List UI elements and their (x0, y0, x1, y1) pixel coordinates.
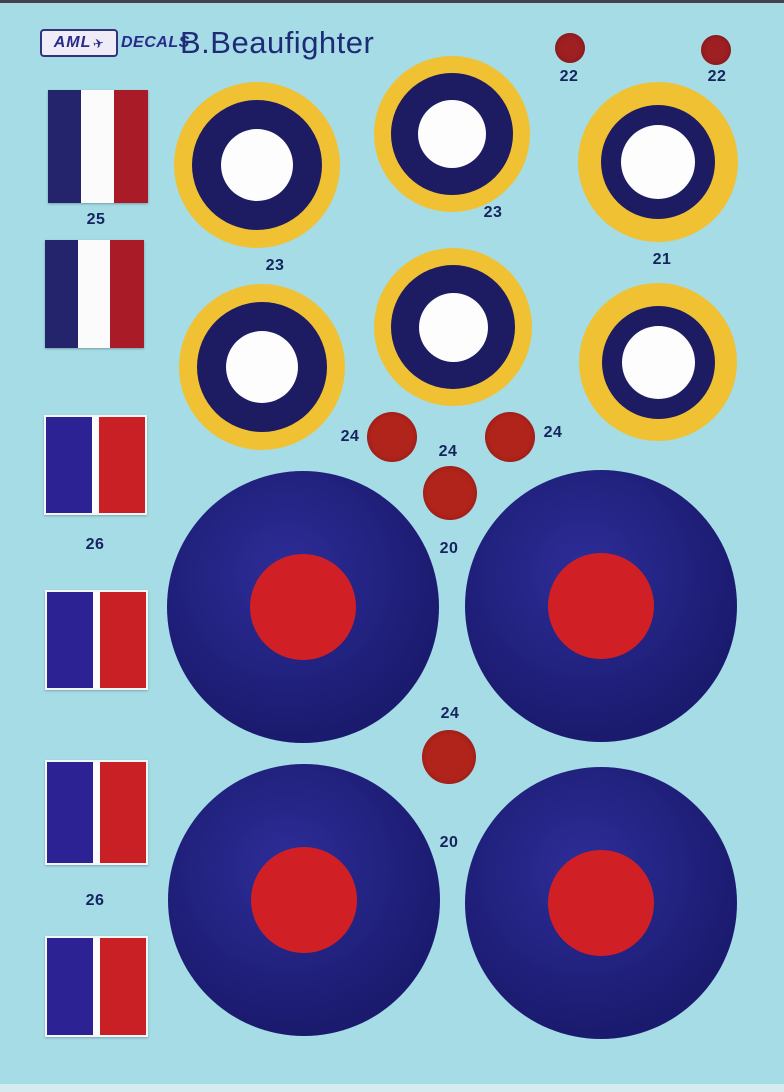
decal-number: 22 (559, 68, 579, 85)
decal-number: 24 (440, 705, 460, 722)
decal-roundel-yellow (174, 82, 340, 248)
flash-blue-stripe (47, 592, 93, 688)
flash-white-stripe (92, 592, 101, 688)
roundel-white-center (621, 325, 695, 399)
flash-red-stripe (100, 938, 146, 1035)
roundel-red-center (548, 553, 654, 659)
decal-dot-24 (422, 730, 476, 784)
roundel-white-center (221, 129, 293, 201)
decal-number: 26 (85, 892, 105, 909)
decal-number: 24 (438, 443, 458, 460)
sheet-bottom-edge (0, 1084, 784, 1092)
aml-logo: AML ✈ (40, 29, 118, 57)
decal-roundel-large (168, 764, 440, 1036)
flash-red-stripe (99, 417, 145, 513)
decal-roundel-large (465, 767, 737, 1039)
decal-number: 20 (439, 540, 459, 557)
decal-fin-flash (44, 415, 147, 515)
decal-number: 21 (652, 251, 672, 268)
decal-number: 23 (483, 204, 503, 221)
decal-flag-tricolor (48, 90, 148, 203)
sheet-title: B.Beaufighter (180, 25, 375, 60)
roundel-red-center (251, 847, 357, 953)
brand-suffix: DECALS (121, 34, 190, 51)
decal-number: 23 (265, 257, 285, 274)
roundel-white-center (418, 100, 486, 168)
flash-blue-stripe (47, 762, 93, 863)
decal-number: 24 (543, 424, 563, 441)
roundel-navy-ring (391, 265, 515, 389)
decal-fin-flash (45, 590, 148, 690)
roundel-navy-ring (197, 302, 327, 432)
decal-fin-flash (45, 760, 148, 865)
decal-roundel-large (465, 470, 737, 742)
decal-dot-22 (701, 35, 731, 65)
decal-roundel-large (167, 471, 439, 743)
decal-roundel-yellow-thick (578, 82, 738, 242)
decal-flag-tricolor (45, 240, 144, 348)
decal-roundel-yellow-thick (579, 283, 737, 441)
flash-white-stripe (92, 762, 101, 863)
decal-number: 25 (86, 211, 106, 228)
decal-number: 26 (85, 536, 105, 553)
decal-number: 24 (340, 428, 360, 445)
roundel-white-center (226, 331, 298, 403)
decal-dot-24 (423, 466, 477, 520)
roundel-navy-ring (192, 100, 322, 230)
roundel-navy-ring (391, 73, 513, 195)
flash-blue-stripe (46, 417, 92, 513)
brand-name: AML (53, 34, 92, 51)
flag-red-stripe (114, 90, 148, 203)
roundel-red-center (548, 850, 654, 956)
decal-dot-22 (555, 33, 585, 63)
flash-blue-stripe (47, 938, 93, 1035)
flag-blue-stripe (48, 90, 81, 203)
roundel-navy-ring (601, 105, 715, 219)
roundel-navy-ring (601, 305, 715, 419)
decal-dot-24 (485, 412, 535, 462)
decal-number: 20 (439, 834, 459, 851)
flag-blue-stripe (45, 240, 78, 348)
flash-red-stripe (100, 592, 146, 688)
flash-white-stripe (92, 938, 101, 1035)
decal-roundel-yellow (374, 56, 530, 212)
flag-white-stripe (77, 240, 111, 348)
decal-dot-24 (367, 412, 417, 462)
decal-fin-flash (45, 936, 148, 1037)
flag-red-stripe (110, 240, 144, 348)
flash-red-stripe (100, 762, 146, 863)
decal-roundel-yellow (179, 284, 345, 450)
decal-number: 22 (707, 68, 727, 85)
flash-white-stripe (91, 417, 100, 513)
roundel-white-center (418, 292, 488, 362)
flag-white-stripe (81, 90, 114, 203)
sheet-top-edge (0, 0, 784, 3)
decal-roundel-yellow (374, 248, 532, 406)
roundel-white-center (621, 125, 695, 199)
roundel-red-center (250, 554, 356, 660)
aircraft-icon: ✈ (91, 34, 106, 52)
